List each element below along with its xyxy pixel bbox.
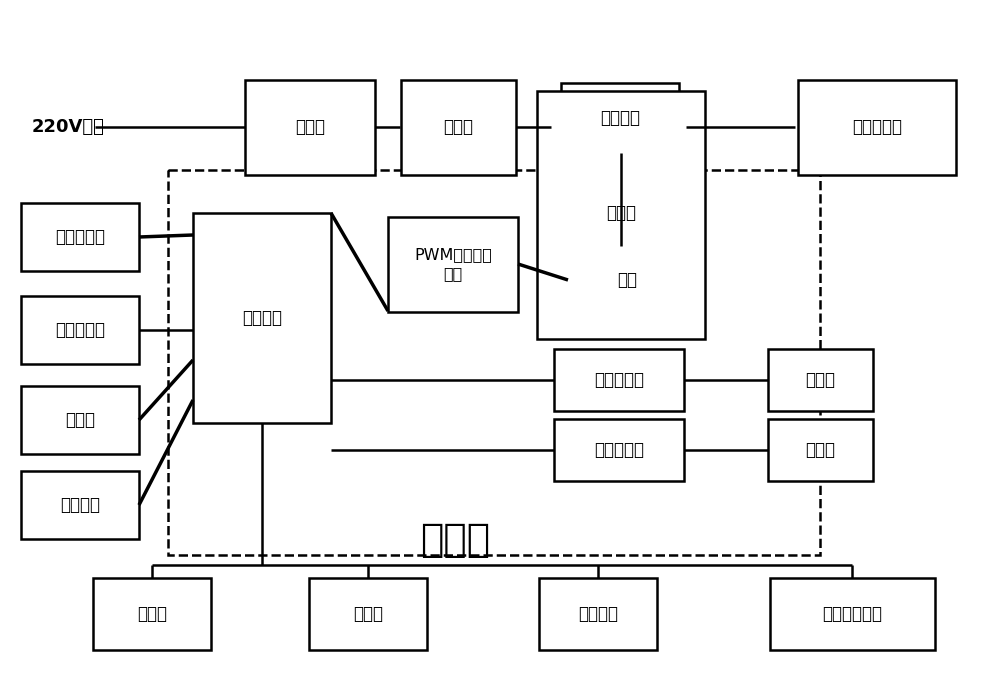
Bar	[770, 578, 934, 650]
Bar	[768, 419, 872, 481]
Bar	[21, 386, 139, 454]
Text: 继电器: 继电器	[606, 204, 636, 222]
Bar	[554, 349, 684, 411]
Bar	[568, 246, 686, 314]
Text: 液位计: 液位计	[65, 411, 95, 429]
Bar	[554, 419, 684, 481]
Bar	[168, 170, 820, 555]
Bar	[21, 203, 139, 271]
Text: 第一电磁阀: 第一电磁阀	[594, 371, 644, 389]
Text: PWM脉冲输出
电路: PWM脉冲输出 电路	[414, 247, 492, 281]
Text: 变压器: 变压器	[295, 118, 325, 136]
Text: 排水管: 排水管	[805, 441, 835, 459]
Bar	[768, 349, 872, 411]
Text: 温度传感器: 温度传感器	[55, 228, 105, 246]
Text: 温度设定值: 温度设定值	[55, 321, 105, 339]
Text: 整流器: 整流器	[443, 118, 473, 136]
Bar	[561, 83, 679, 153]
Bar	[21, 296, 139, 364]
Bar	[245, 80, 375, 174]
Text: 进水管: 进水管	[805, 371, 835, 389]
Bar	[193, 213, 331, 423]
Text: 线圈: 线圈	[617, 271, 637, 289]
Text: 微处理器: 微处理器	[242, 309, 282, 327]
Text: 微波加热器: 微波加热器	[852, 118, 902, 136]
Bar	[537, 91, 705, 339]
Bar	[400, 80, 516, 174]
Text: 220V市电: 220V市电	[32, 118, 104, 136]
Bar	[21, 471, 139, 539]
Bar	[798, 80, 956, 174]
Text: 控制器: 控制器	[420, 521, 490, 559]
Bar	[309, 578, 427, 650]
Bar	[388, 216, 518, 311]
Bar	[93, 578, 211, 650]
Text: 显示器: 显示器	[137, 605, 167, 623]
Text: 第二电磁阀: 第二电磁阀	[594, 441, 644, 459]
Text: 行程开关: 行程开关	[60, 496, 100, 514]
Text: 远程通信单元: 远程通信单元	[822, 605, 882, 623]
Text: 常开开关: 常开开关	[600, 109, 640, 127]
Bar	[539, 578, 657, 650]
Text: 升降电机: 升降电机	[578, 605, 618, 623]
Text: 报警器: 报警器	[353, 605, 383, 623]
